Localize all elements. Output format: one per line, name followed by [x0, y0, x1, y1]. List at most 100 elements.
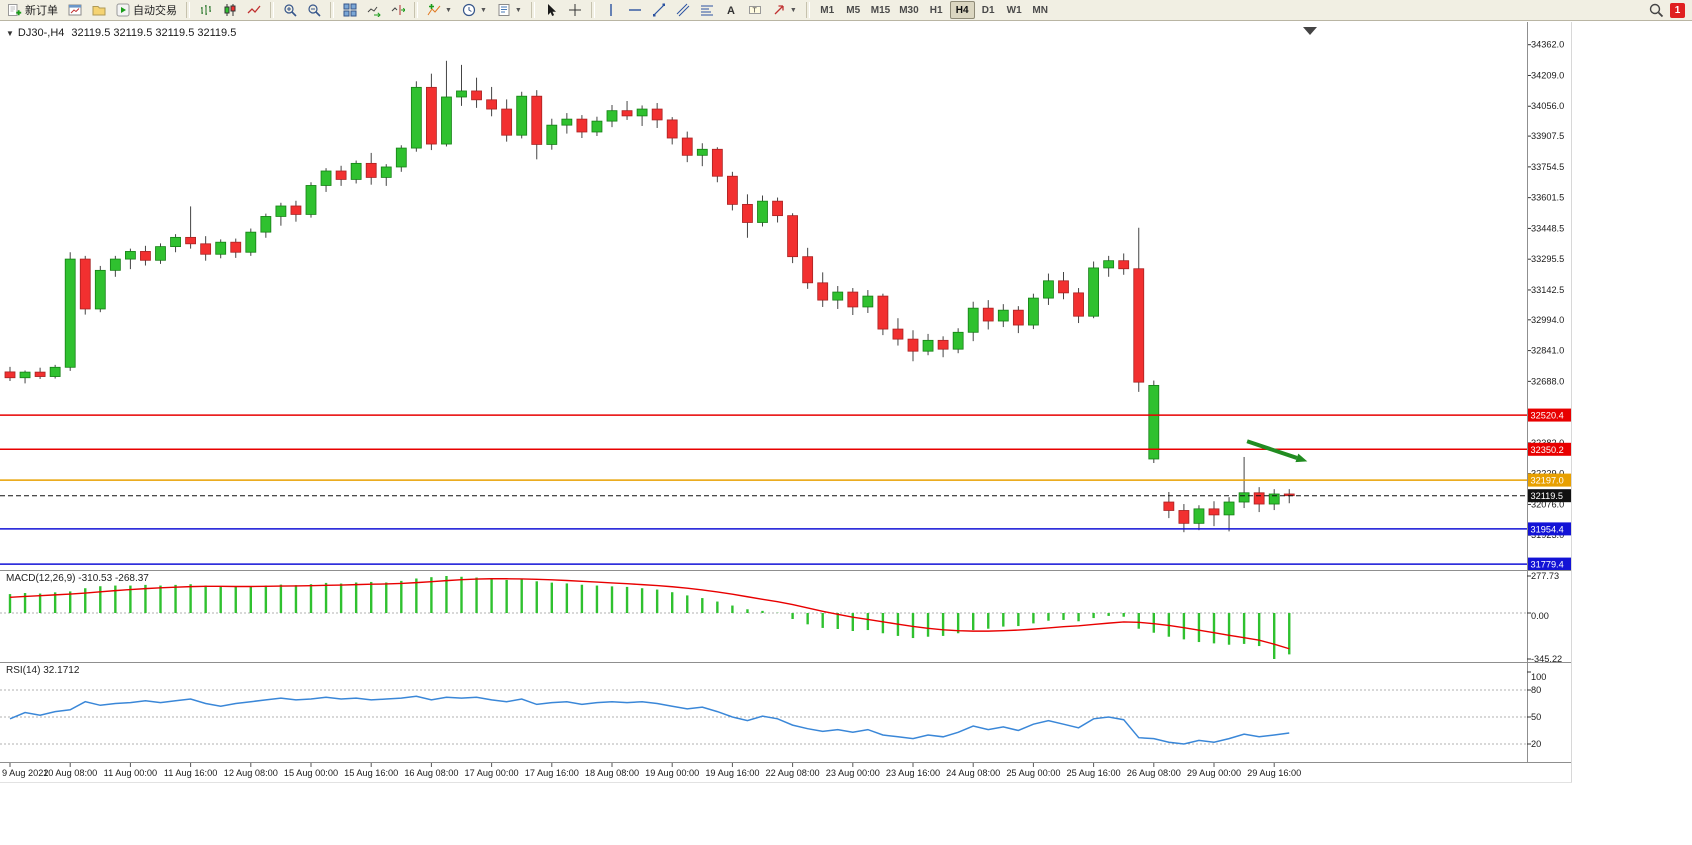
timeframe-button-h4[interactable]: H4 — [949, 1, 975, 19]
one-click-trading-toggle[interactable]: ▼ — [6, 29, 14, 38]
text-icon: A — [724, 3, 738, 17]
candle-up — [922, 339, 934, 352]
zoom-out-button[interactable] — [303, 1, 325, 19]
timeframe-button-m30[interactable]: M30 — [899, 4, 919, 16]
templates-icon — [497, 3, 511, 17]
rsi-panel[interactable]: 100 80 50 20 — [0, 671, 1546, 749]
time-axis-label: 29 Aug 16:00 — [1247, 768, 1301, 778]
candle-down — [982, 307, 994, 322]
timeframe-button-mn[interactable]: MN — [1032, 4, 1048, 16]
candle-down — [681, 137, 693, 156]
candle-up — [350, 162, 362, 180]
svg-text:50: 50 — [1531, 712, 1541, 722]
autotrading-button[interactable]: 自动交易 — [112, 1, 181, 19]
new-chart-icon — [68, 3, 82, 17]
timeframe-button-m5[interactable]: M5 — [846, 4, 861, 16]
fibonacci-retracement-button[interactable] — [696, 1, 718, 19]
candle-up — [125, 251, 136, 260]
candle-down — [486, 99, 498, 110]
svg-text:33448.5: 33448.5 — [1531, 223, 1564, 233]
candle-up — [320, 170, 332, 186]
line-chart-button[interactable] — [243, 1, 265, 19]
chart-shift-icon — [391, 3, 405, 17]
crosshair-button[interactable] — [564, 1, 586, 19]
candle-down — [1118, 260, 1130, 270]
candle-down — [1253, 492, 1265, 505]
candle-down — [742, 203, 753, 223]
svg-text:33907.5: 33907.5 — [1531, 131, 1564, 141]
candle-down — [1208, 508, 1220, 516]
notification-badge[interactable]: 1 — [1670, 2, 1685, 18]
timeframe-button-m15[interactable]: M15 — [870, 4, 891, 16]
svg-text:32119.5: 32119.5 — [1531, 491, 1564, 501]
panel-separators[interactable] — [0, 22, 1572, 783]
chart-plot-area[interactable] — [0, 22, 1527, 762]
candlestick-chart-button[interactable] — [219, 1, 241, 19]
candle-down — [727, 175, 738, 205]
candle-down — [877, 295, 889, 330]
timeframe-button-d1[interactable]: D1 — [981, 4, 995, 16]
time-axis-label: 23 Aug 16:00 — [886, 768, 940, 778]
candle-down — [79, 258, 91, 310]
periods-button[interactable]: ▼ — [458, 1, 491, 19]
vertical-line-button[interactable] — [600, 1, 622, 19]
tile-windows-button[interactable] — [339, 1, 361, 19]
price-level-badge: 31954.4 — [1528, 522, 1571, 536]
candle-down — [290, 205, 302, 215]
price-level-badge: 32350.2 — [1528, 442, 1571, 456]
chart-shift-button[interactable] — [387, 1, 409, 19]
equidistant-channel-button[interactable] — [672, 1, 694, 19]
indicators-button[interactable]: ▼ — [423, 1, 456, 19]
candle-down — [185, 236, 197, 245]
tile-windows-icon — [343, 3, 357, 17]
profiles-button[interactable] — [88, 1, 110, 19]
candle-up — [696, 148, 708, 156]
candle-down — [711, 148, 723, 177]
templates-button[interactable]: ▼ — [493, 1, 526, 19]
candle-down — [666, 119, 678, 139]
candle-up — [275, 205, 287, 217]
timeframe-button-h1[interactable]: H1 — [929, 4, 943, 16]
candle-up — [606, 110, 618, 122]
horizontal-line-button[interactable] — [624, 1, 646, 19]
price-level-badge: 32520.4 — [1528, 408, 1571, 422]
trendline-button[interactable] — [648, 1, 670, 19]
svg-text:34209.0: 34209.0 — [1531, 70, 1564, 80]
price-axis-ticks[interactable]: 34362.0 34209.0 34056.0 33907.5 33754.5 33601… — [1527, 40, 1564, 541]
svg-text:32076.0: 32076.0 — [1531, 499, 1564, 509]
timeframe-button-m1[interactable]: M1 — [820, 4, 835, 16]
toolbar-separator — [414, 2, 418, 18]
text-button[interactable]: A — [720, 1, 742, 19]
macd-panel[interactable]: 277.73 0.00 -345.22 — [0, 571, 1562, 664]
candle-up — [636, 108, 648, 117]
timeframe-button-w1[interactable]: W1 — [1006, 4, 1022, 16]
chevron-down-icon: ▼ — [445, 6, 452, 14]
cursor-icon — [544, 3, 558, 17]
indicators-icon — [427, 3, 441, 17]
symbol-period-label: DJ30-,H4 — [17, 27, 65, 39]
trend-arrow-annotation[interactable] — [1246, 439, 1308, 463]
time-axis-label: 29 Aug 00:00 — [1187, 768, 1241, 778]
fibonacci-retracement-icon — [700, 3, 714, 17]
chart-shift-marker[interactable] — [1303, 27, 1317, 35]
svg-text:0.00: 0.00 — [1531, 611, 1549, 621]
new-chart-button[interactable] — [64, 1, 86, 19]
periods-icon — [462, 3, 476, 17]
zoom-in-button[interactable] — [279, 1, 301, 19]
candle-up — [1268, 493, 1280, 505]
arrow-objects-button[interactable]: ▼ — [768, 1, 801, 19]
text-label-button[interactable]: T — [744, 1, 766, 19]
toolbar-separator — [270, 2, 274, 18]
autotrading-icon — [116, 3, 130, 17]
bar-chart-button[interactable] — [195, 1, 217, 19]
candle-up — [260, 216, 272, 233]
search-button[interactable] — [1645, 1, 1668, 19]
equidistant-channel-icon — [676, 3, 690, 17]
new-order-button[interactable]: 新订单 — [3, 1, 62, 19]
auto-scroll-icon — [367, 3, 381, 17]
svg-text:32841.0: 32841.0 — [1531, 346, 1564, 356]
cursor-button[interactable] — [540, 1, 562, 19]
auto-scroll-button[interactable] — [363, 1, 385, 19]
